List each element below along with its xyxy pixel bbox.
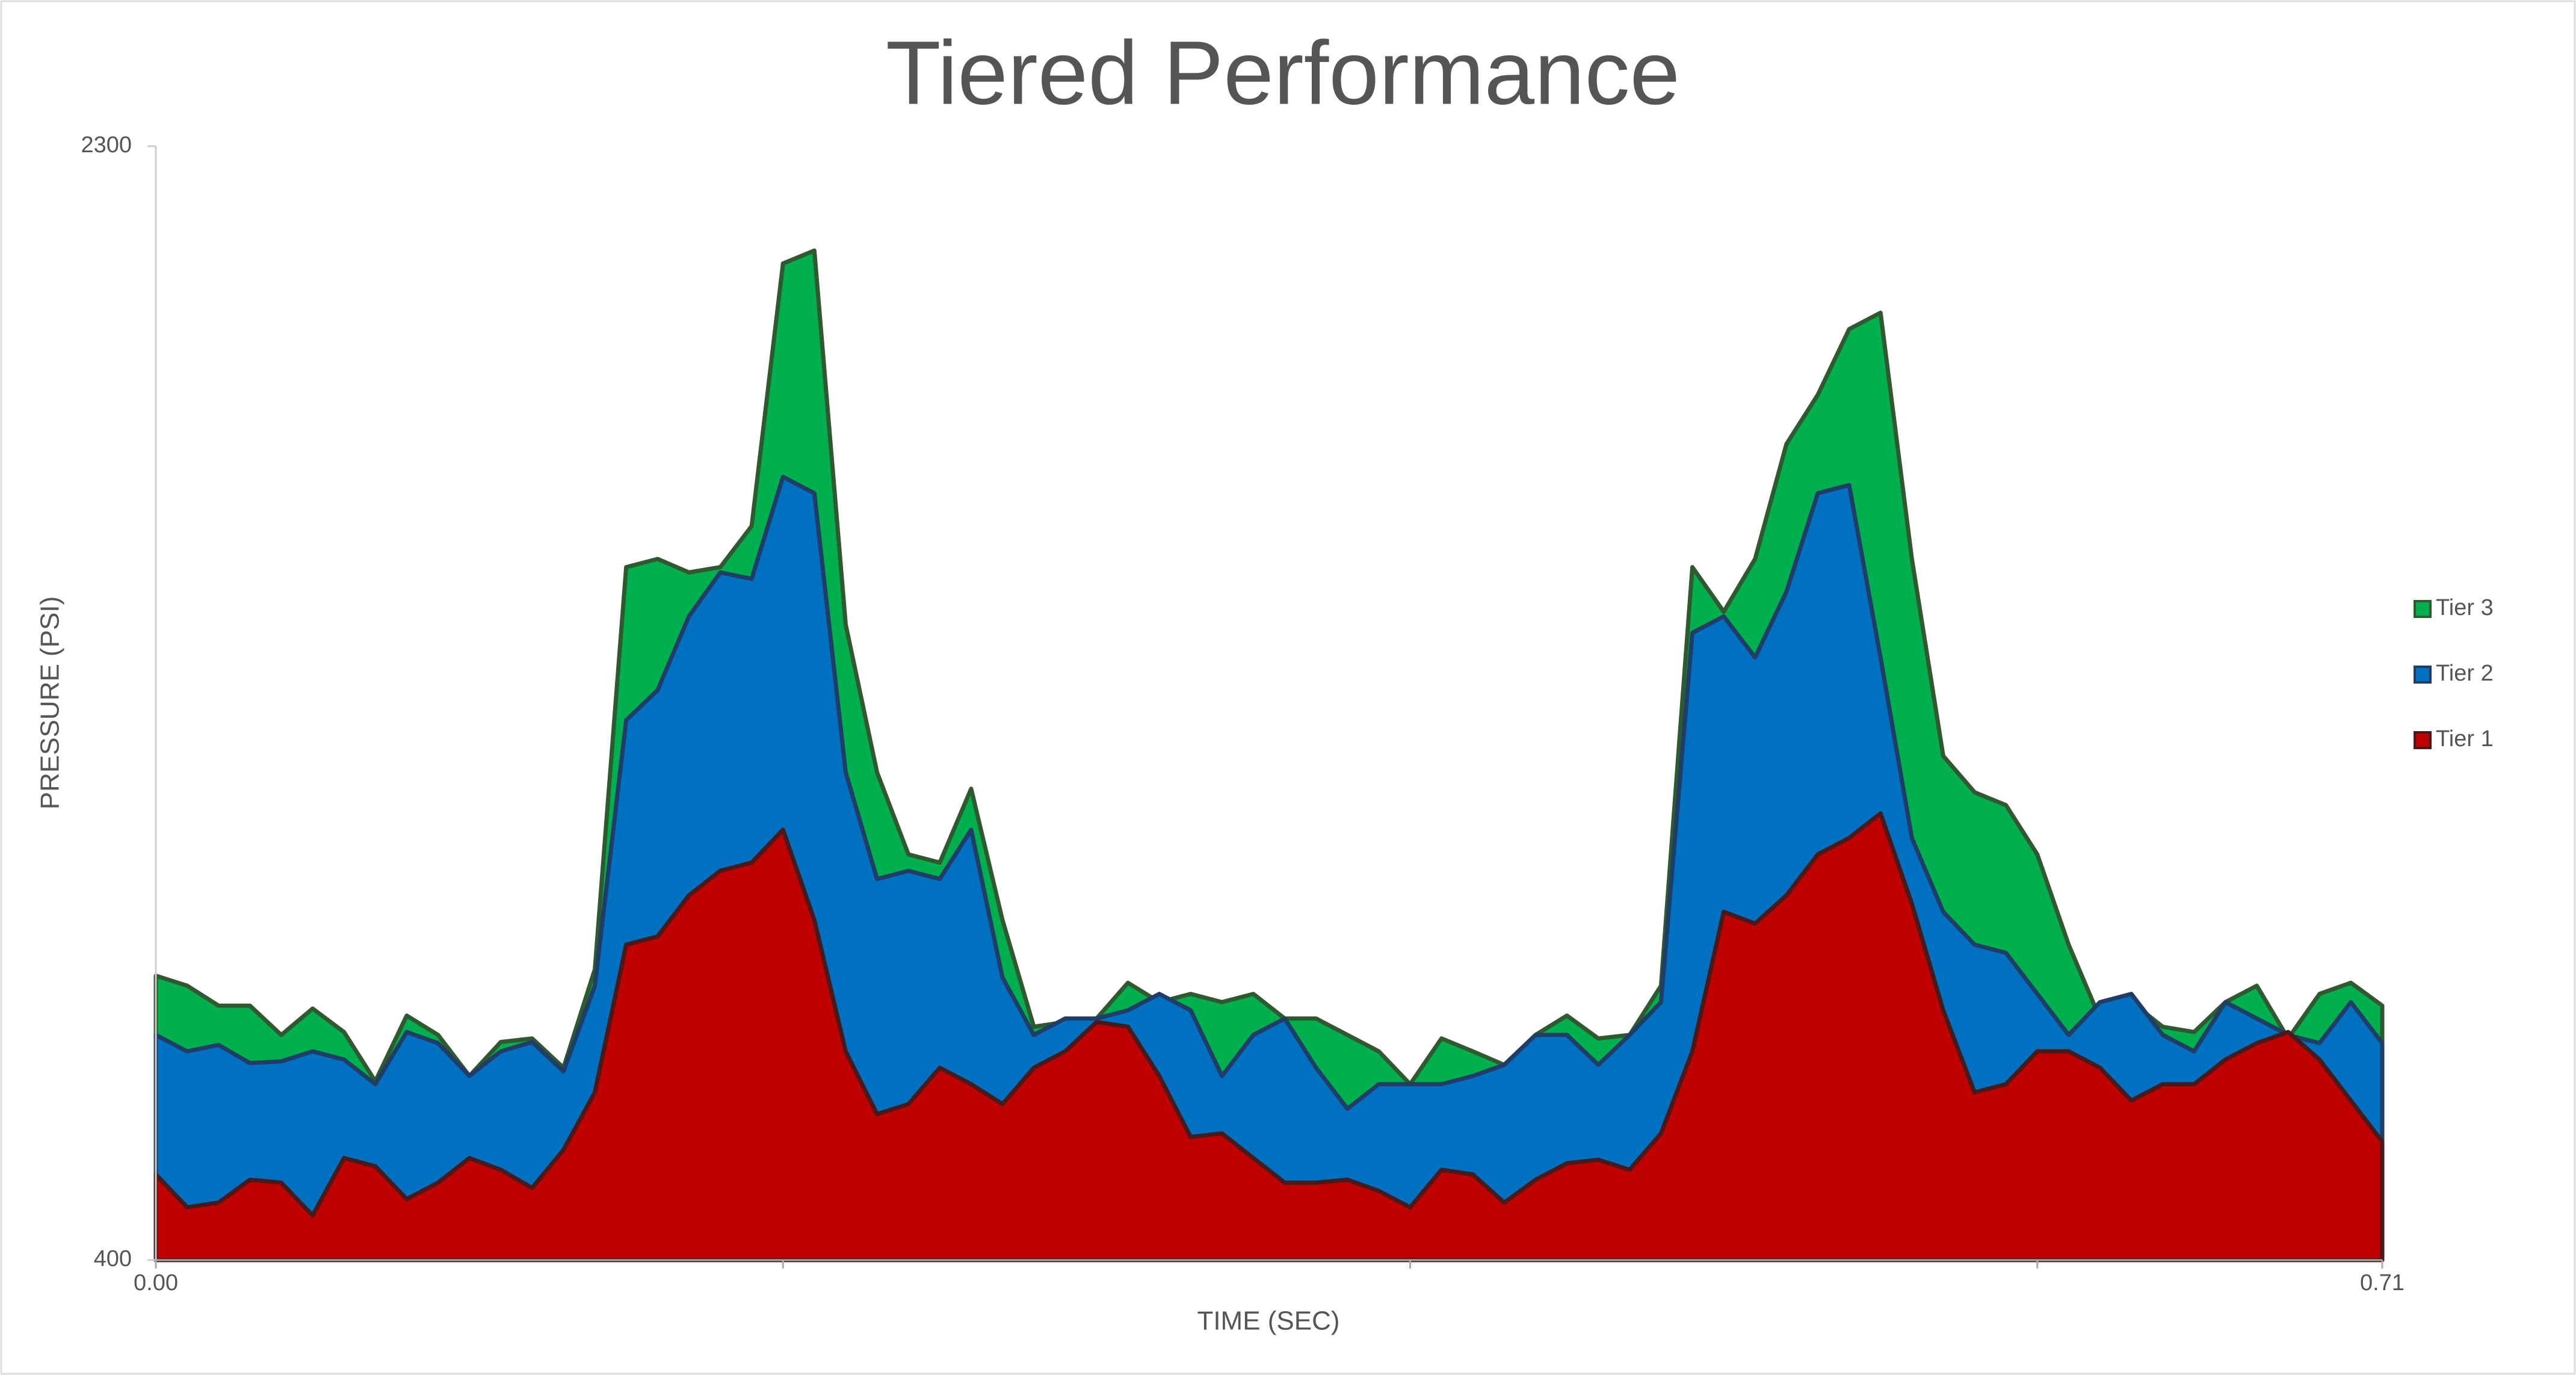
y-tick-label: 400 — [94, 1246, 132, 1271]
x-tick-label: 0.71 — [2360, 1270, 2405, 1296]
y-axis-label: PRESSURE (PSI) — [36, 596, 65, 810]
x-axis-label: TIME (SEC) — [1197, 1306, 1339, 1336]
y-tick-label: 2300 — [81, 132, 132, 158]
legend-swatch — [2414, 600, 2432, 618]
legend-label: Tier 1 — [2436, 726, 2494, 752]
legend-swatch — [2414, 666, 2432, 684]
legend-label: Tier 3 — [2436, 595, 2494, 620]
chart-title: Tiered Performance — [886, 22, 1680, 123]
legend-swatch — [2414, 731, 2432, 749]
legend-label: Tier 2 — [2436, 661, 2494, 686]
area — [153, 811, 2385, 1262]
x-tick-label: 0.00 — [134, 1270, 178, 1296]
